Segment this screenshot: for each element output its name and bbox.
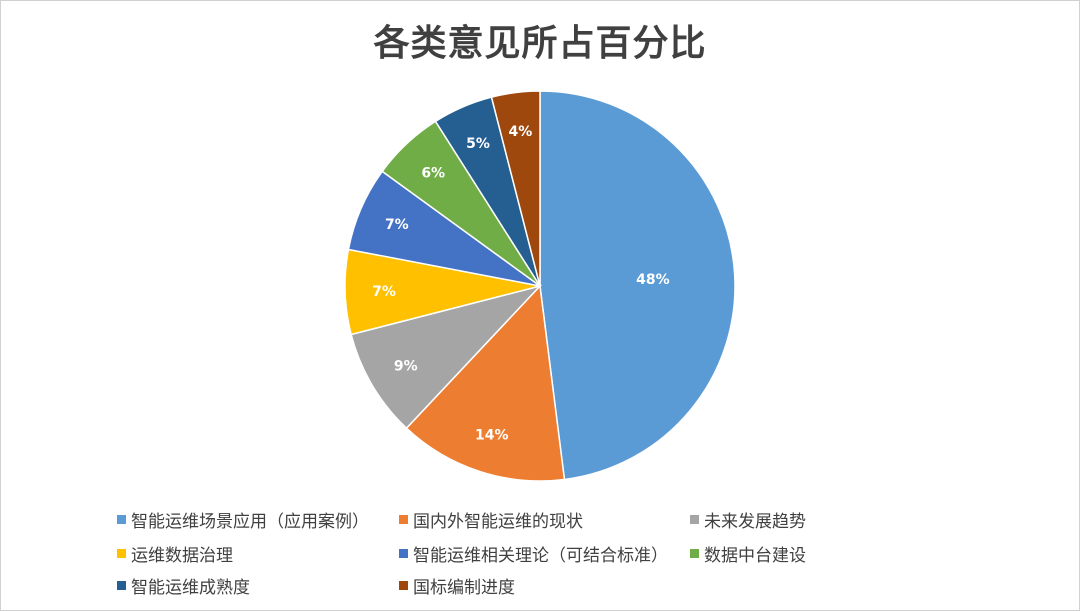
legend-label: 数据中台建设 (704, 546, 806, 566)
legend-swatch (399, 549, 408, 558)
legend-item-3: 未来发展趋势 (690, 507, 806, 532)
legend-swatch (117, 515, 126, 524)
legend-item-2: 国内外智能运维的现状 (399, 507, 583, 532)
pie-data-label-3: 9% (394, 358, 418, 374)
pie-slice-1 (539, 90, 736, 481)
legend-swatch (117, 549, 126, 558)
legend-label: 智能运维成熟度 (131, 578, 250, 598)
chart-title: 各类意见所占百分比 (373, 23, 707, 64)
legend-swatch (117, 581, 126, 590)
legend-label: 未来发展趋势 (704, 512, 806, 532)
legend-label: 智能运维场景应用（应用案例） (131, 512, 369, 532)
legend-label: 国内外智能运维的现状 (413, 512, 583, 532)
pie-slice-8 (490, 90, 541, 287)
pie-data-label-8: 4% (509, 124, 533, 140)
legend-swatch (399, 581, 408, 590)
pie-slice-3 (350, 284, 543, 430)
legend-item-8: 国标编制进度 (399, 573, 515, 598)
legend-label: 国标编制进度 (413, 578, 515, 598)
pie-data-label-2: 14% (475, 427, 509, 443)
legend-item-6: 数据中台建设 (690, 541, 806, 566)
pie-data-label-7: 5% (466, 136, 490, 152)
legend-item-5: 智能运维相关理论（可结合标准） (399, 541, 668, 566)
pie-slices (344, 90, 736, 482)
pie-labels: 48% 14% 9% 7% 7% 6% 5% 4% (372, 124, 669, 443)
legend-item-1: 智能运维场景应用（应用案例） (117, 507, 369, 532)
pie-slice-2 (405, 284, 566, 482)
pie-data-label-5: 7% (385, 217, 409, 233)
legend-item-7: 智能运维成熟度 (117, 573, 250, 598)
legend-item-4: 运维数据治理 (117, 541, 233, 566)
pie-data-label-1: 48% (636, 272, 670, 288)
legend-label: 运维数据治理 (131, 546, 233, 566)
legend-label: 智能运维相关理论（可结合标准） (413, 546, 668, 566)
legend-swatch (690, 515, 699, 524)
pie-data-label-6: 6% (421, 165, 445, 181)
legend-swatch (690, 549, 699, 558)
pie-data-label-4: 7% (372, 284, 396, 300)
legend: 智能运维场景应用（应用案例） 国内外智能运维的现状 未来发展趋势 运维数据治理 智能运维… (107, 500, 972, 604)
legend-swatch (399, 515, 408, 524)
